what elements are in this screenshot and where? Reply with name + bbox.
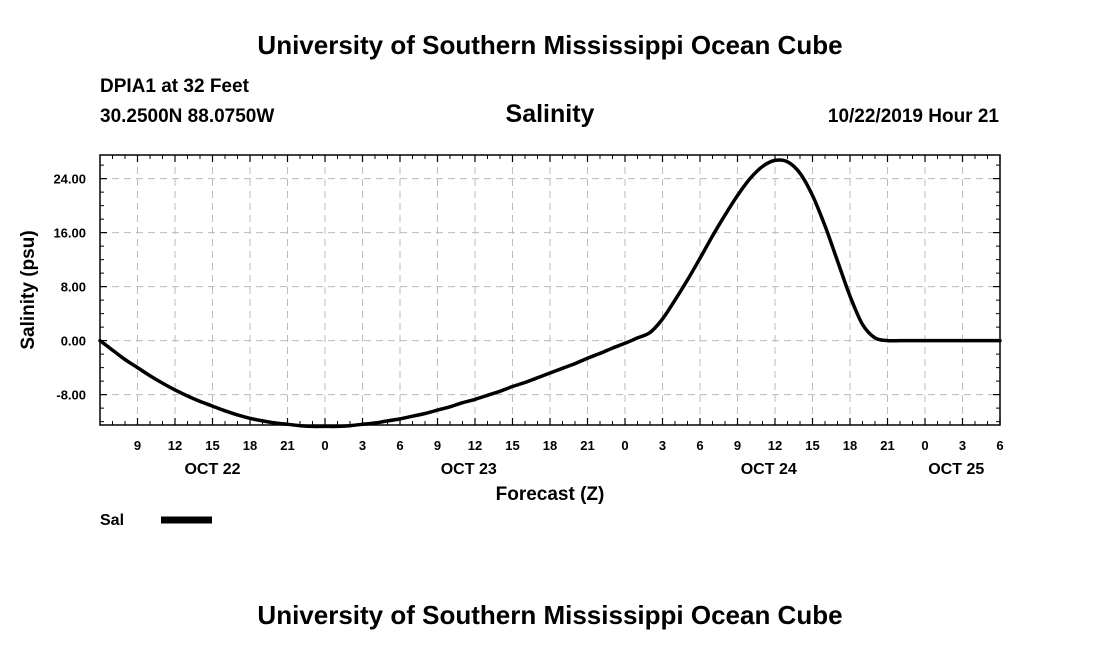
- date-label-0: OCT 22: [184, 461, 240, 478]
- x-tick-label-16: 9: [734, 438, 741, 453]
- y-tick-label-1: 0.00: [61, 334, 86, 349]
- x-tick-label-4: 21: [280, 438, 294, 453]
- chart-title: Salinity: [505, 100, 595, 128]
- legend-label-sal: Sal: [100, 512, 124, 529]
- x-tick-labels: 9 12 15 18 21 0 3 6 9 12 15 18 21 0 3 6 9 12 15 18 21 0 3 6: [134, 438, 1004, 453]
- plot-frame: [99, 154, 1001, 426]
- y-tick-label-0: -8.00: [56, 388, 86, 403]
- coordinates-label: 30.2500N 88.0750W: [100, 106, 275, 127]
- x-tick-label-18: 15: [805, 438, 819, 453]
- x-tick-label-19: 18: [843, 438, 857, 453]
- date-labels: OCT 22 OCT 23 OCT 24 OCT 25: [184, 461, 984, 478]
- date-label-2: OCT 24: [741, 461, 797, 478]
- date-label-1: OCT 23: [441, 461, 497, 478]
- x-tick-label-2: 15: [205, 438, 219, 453]
- x-tick-label-1: 12: [168, 438, 182, 453]
- y-tick-label-2: 8.00: [61, 280, 86, 295]
- forecast-timestamp: 10/22/2019 Hour 21: [827, 106, 999, 127]
- x-tick-label-14: 3: [659, 438, 666, 453]
- page-title: University of Southern Mississippi Ocean…: [257, 30, 843, 60]
- x-tick-label-11: 18: [543, 438, 557, 453]
- x-tick-label-9: 12: [468, 438, 482, 453]
- x-axis-label: Forecast (Z): [496, 484, 605, 505]
- x-tick-label-8: 9: [434, 438, 441, 453]
- footer-title: University of Southern Mississippi Ocean…: [257, 600, 843, 630]
- x-tick-label-20: 21: [880, 438, 894, 453]
- y-tick-label-3: 16.00: [53, 226, 86, 241]
- x-tick-label-12: 21: [580, 438, 594, 453]
- y-axis-label: Salinity (psu): [18, 230, 39, 349]
- x-tick-label-3: 18: [243, 438, 257, 453]
- y-tick-label-4: 24.00: [53, 172, 86, 187]
- grid-lines: [100, 155, 1000, 425]
- x-tick-label-13: 0: [621, 438, 628, 453]
- x-tick-label-5: 0: [321, 438, 328, 453]
- x-tick-label-17: 12: [768, 438, 782, 453]
- x-tick-label-7: 6: [396, 438, 403, 453]
- x-tick-label-0: 9: [134, 438, 141, 453]
- x-tick-label-15: 6: [696, 438, 703, 453]
- station-label: DPIA1 at 32 Feet: [100, 76, 249, 97]
- date-label-3: OCT 25: [928, 461, 984, 478]
- y-tick-labels: -8.00 0.00 8.00 16.00 24.00: [53, 172, 86, 403]
- major-ticks: [100, 155, 1001, 425]
- x-tick-label-21: 0: [921, 438, 928, 453]
- x-tick-label-23: 6: [996, 438, 1003, 453]
- salinity-series-line: [98, 158, 1002, 429]
- x-tick-label-10: 15: [505, 438, 519, 453]
- x-tick-label-22: 3: [959, 438, 966, 453]
- x-tick-label-6: 3: [359, 438, 366, 453]
